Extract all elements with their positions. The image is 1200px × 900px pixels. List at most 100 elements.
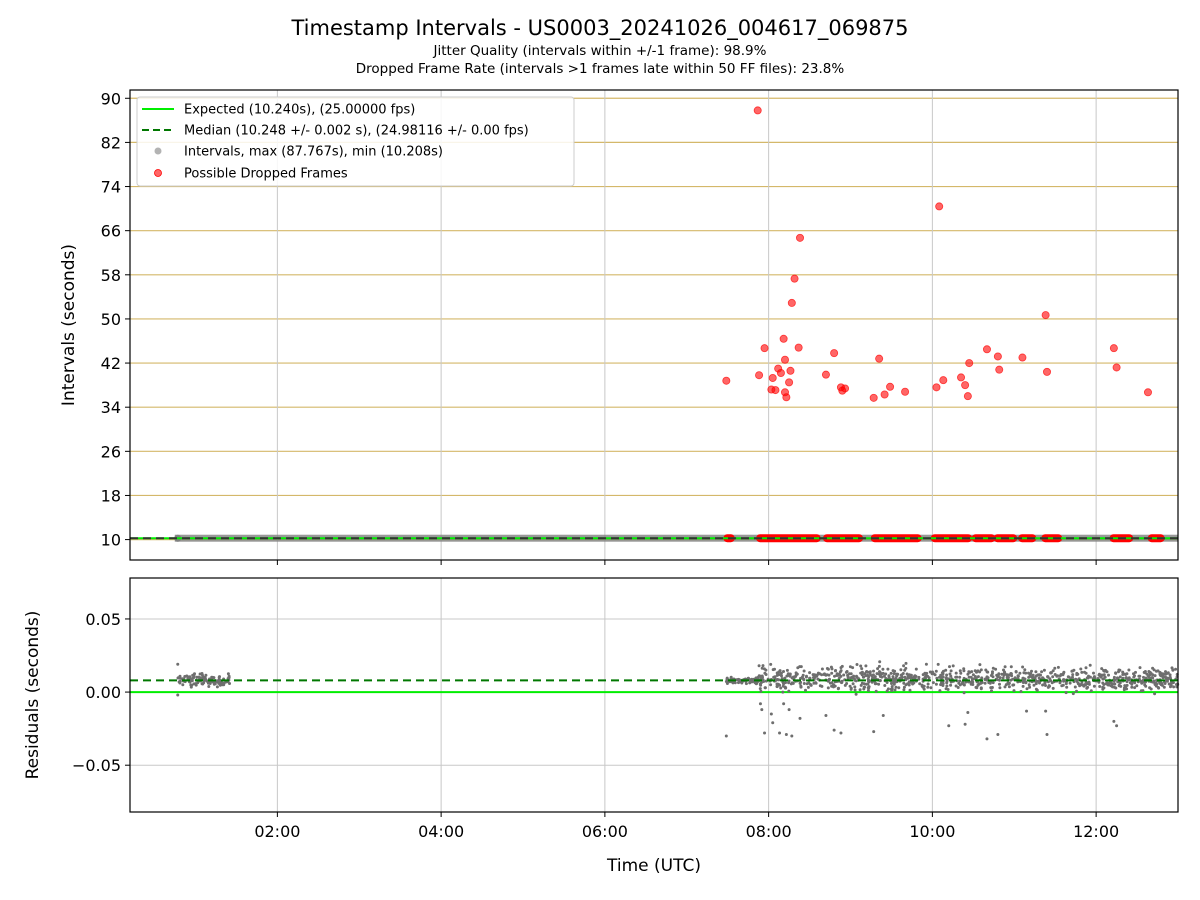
residual-outlier-point bbox=[724, 734, 728, 738]
residual-point bbox=[979, 687, 983, 691]
residual-point bbox=[769, 662, 773, 666]
residual-point bbox=[967, 675, 971, 679]
residual-point bbox=[1172, 685, 1176, 689]
residual-point bbox=[1075, 689, 1078, 693]
residual-point bbox=[215, 685, 219, 689]
residual-point bbox=[1009, 665, 1013, 669]
residual-point bbox=[864, 664, 868, 668]
dropped-frame-point bbox=[787, 298, 796, 307]
residual-point bbox=[185, 674, 189, 678]
dropped-frame-point bbox=[993, 352, 1002, 361]
residual-point bbox=[1154, 683, 1158, 687]
residual-point bbox=[1101, 677, 1105, 681]
residual-point bbox=[828, 681, 832, 685]
residual-point bbox=[189, 685, 193, 689]
dropped-frame-point bbox=[782, 393, 791, 402]
residual-point bbox=[1071, 692, 1075, 696]
residual-point bbox=[1022, 671, 1026, 675]
residual-point bbox=[1174, 667, 1178, 671]
residual-point bbox=[1130, 685, 1134, 689]
residual-point bbox=[1158, 681, 1162, 685]
dropped-frame-point bbox=[771, 386, 780, 395]
residual-point bbox=[832, 685, 835, 689]
dropped-frame-point bbox=[1143, 388, 1152, 397]
residual-point bbox=[196, 681, 200, 685]
residual-point bbox=[954, 671, 958, 675]
residual-point bbox=[1150, 676, 1154, 680]
residual-point bbox=[1016, 674, 1020, 678]
residual-outlier-point bbox=[787, 708, 791, 712]
residual-outlier-point bbox=[1025, 709, 1029, 713]
y-tick-label: 74 bbox=[101, 178, 121, 197]
residual-point bbox=[944, 677, 948, 681]
x-tick-label: 06:00 bbox=[582, 822, 628, 841]
residual-point bbox=[1100, 667, 1104, 671]
residual-point bbox=[1023, 668, 1027, 672]
residual-point bbox=[902, 688, 906, 692]
residual-point bbox=[773, 675, 777, 679]
residual-point bbox=[978, 663, 982, 667]
residual-point bbox=[778, 669, 782, 673]
residual-point bbox=[990, 689, 993, 693]
residual-point bbox=[926, 674, 930, 678]
residual-point bbox=[878, 673, 882, 677]
residual-point bbox=[1021, 679, 1025, 682]
x-tick-label: 04:00 bbox=[418, 822, 464, 841]
residual-point bbox=[1064, 691, 1068, 695]
legend-entry: Median (10.248 +/- 0.002 s), (24.98116 +… bbox=[184, 124, 529, 139]
residual-point bbox=[1041, 676, 1045, 680]
residual-point bbox=[1164, 670, 1167, 674]
residual-point bbox=[191, 676, 195, 680]
residual-point bbox=[825, 667, 829, 670]
residual-outlier-point bbox=[758, 702, 762, 706]
residual-point bbox=[228, 682, 231, 685]
residual-point bbox=[968, 670, 972, 674]
residual-point bbox=[998, 678, 1001, 682]
residual-point bbox=[998, 686, 1002, 690]
x-tick-label: 10:00 bbox=[909, 822, 955, 841]
residual-point bbox=[962, 669, 966, 673]
residual-point bbox=[885, 689, 889, 693]
residual-point bbox=[929, 686, 933, 690]
residual-point bbox=[860, 673, 864, 677]
y-axis-label: Intervals (seconds) bbox=[59, 244, 79, 406]
residual-point bbox=[1051, 686, 1055, 690]
residual-point bbox=[878, 670, 881, 674]
residual-point bbox=[939, 683, 943, 687]
residual-point bbox=[859, 664, 863, 668]
residual-point bbox=[850, 675, 854, 679]
residual-point bbox=[1122, 688, 1126, 692]
residual-point bbox=[1142, 675, 1145, 679]
residual-point bbox=[891, 669, 895, 673]
dropped-frame-point bbox=[1112, 363, 1121, 372]
residual-point bbox=[890, 685, 894, 688]
legend-dropped-swatch bbox=[154, 169, 162, 177]
residual-point bbox=[885, 681, 889, 684]
residual-point bbox=[975, 686, 979, 690]
residual-point bbox=[917, 675, 921, 679]
residual-point bbox=[891, 677, 895, 681]
residual-point bbox=[775, 673, 779, 677]
legend-entry: Possible Dropped Frames bbox=[184, 167, 348, 182]
residual-point bbox=[1138, 666, 1142, 670]
residual-point bbox=[177, 680, 181, 684]
dropped-frame-rate-subtitle: Dropped Frame Rate (intervals >1 frames … bbox=[355, 61, 845, 77]
residual-point bbox=[1138, 674, 1142, 678]
residual-point bbox=[928, 670, 932, 674]
residual-point bbox=[1003, 665, 1007, 669]
residual-point bbox=[990, 686, 994, 689]
residual-point bbox=[802, 669, 806, 673]
residual-point bbox=[1034, 670, 1038, 674]
residual-point bbox=[781, 690, 785, 694]
residual-point bbox=[802, 682, 806, 685]
residual-point bbox=[959, 671, 963, 675]
title-block: Timestamp Intervals - US0003_20241026_00… bbox=[0, 14, 1200, 78]
residual-point bbox=[1147, 670, 1151, 673]
residual-point bbox=[876, 667, 880, 671]
residual-point bbox=[914, 667, 918, 671]
x-tick-label: 02:00 bbox=[254, 822, 300, 841]
residual-point bbox=[764, 668, 768, 672]
residual-point bbox=[869, 673, 872, 677]
residual-point bbox=[1102, 683, 1106, 686]
residual-point bbox=[785, 668, 789, 672]
